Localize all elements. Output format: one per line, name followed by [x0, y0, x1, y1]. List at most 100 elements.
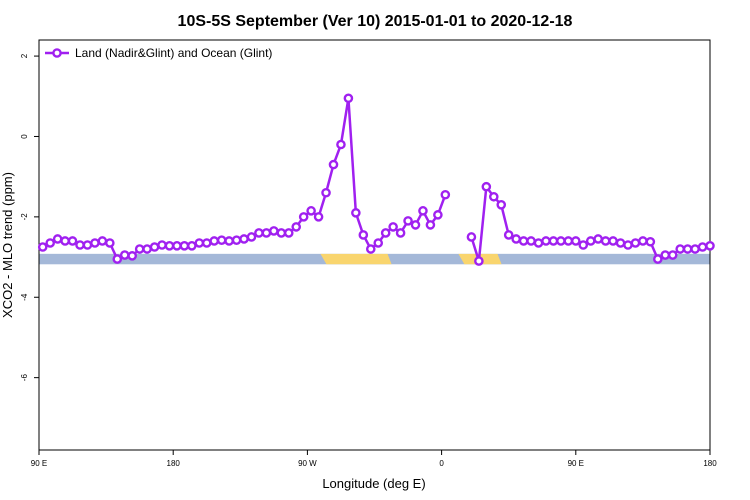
data-point: [67, 236, 78, 246]
data-point: [119, 250, 130, 260]
data-point: [526, 236, 536, 246]
data-point: [395, 228, 406, 238]
data-point: [466, 232, 477, 242]
data-point: [321, 187, 331, 198]
data-point: [682, 244, 693, 254]
data-point: [645, 236, 656, 247]
data-point: [216, 235, 227, 245]
x-tick-label-4: 90 E: [568, 459, 584, 468]
data-point: [276, 228, 287, 238]
data-point: [623, 240, 633, 250]
data-point: [291, 222, 302, 232]
data-point: [388, 222, 398, 232]
data-point: [90, 238, 100, 248]
data-point: [503, 230, 514, 240]
data-point: [433, 210, 443, 220]
data-point: [410, 220, 421, 230]
data-point: [105, 238, 115, 248]
data-point: [343, 93, 354, 104]
data-point: [45, 238, 55, 248]
data-point: [608, 236, 618, 246]
data-point: [351, 208, 361, 218]
data-point: [578, 240, 589, 250]
surface-band-land-0: [320, 253, 392, 265]
data-point: [97, 236, 108, 246]
data-point: [593, 234, 603, 244]
data-point: [474, 256, 484, 266]
y-axis-title: XCO2 - MLO trend (ppm): [0, 172, 15, 318]
data-point: [705, 241, 715, 251]
x-tick-label-2: 90 W: [298, 459, 317, 468]
x-tick-label-3: 0: [439, 459, 444, 468]
data-point: [563, 236, 574, 246]
data-point: [600, 236, 611, 246]
legend: Land (Nadir&Glint) and Ocean (Glint): [45, 46, 272, 60]
data-point: [585, 236, 596, 246]
chart-title: 10S-5S September (Ver 10) 2015-01-01 to …: [178, 13, 573, 30]
data-point: [365, 244, 376, 254]
data-point: [231, 235, 242, 245]
data-point: [511, 234, 521, 244]
data-point: [373, 238, 384, 248]
data-point: [209, 236, 220, 246]
y-tick-label-4: -6: [20, 374, 29, 382]
data-point: [418, 206, 428, 216]
data-point: [380, 228, 391, 238]
data-point: [358, 230, 369, 240]
y-tick-label-0: 2: [20, 53, 29, 58]
data-point: [134, 244, 145, 254]
data-point: [60, 236, 70, 246]
series-line-0-1: [470, 185, 711, 263]
data-point: [52, 234, 63, 244]
data-point: [82, 240, 93, 250]
data-point: [224, 236, 234, 246]
data-point: [548, 236, 559, 246]
data-point: [187, 241, 197, 251]
data-point: [518, 236, 529, 246]
data-point: [675, 244, 685, 254]
data-point: [660, 250, 671, 260]
plot-area: 90 E 180 90 W 0 90 E 180 2 0 -2 -4 -6: [20, 39, 717, 468]
x-axis-title: Longitude (deg E): [322, 476, 425, 491]
legend-label-0: Land (Nadir&Glint) and Ocean (Glint): [75, 46, 272, 60]
data-point: [403, 216, 413, 226]
data-point: [149, 242, 160, 252]
data-point: [172, 241, 182, 251]
data-point: [336, 139, 346, 150]
data-point: [112, 254, 123, 264]
data-point: [425, 220, 436, 230]
data-point: [667, 250, 678, 260]
x-tick-label-0: 90 E: [31, 459, 47, 468]
data-point: [164, 241, 175, 251]
data-point: [638, 236, 648, 246]
data-point: [127, 251, 137, 261]
data-point: [194, 238, 205, 248]
data-point: [440, 189, 451, 200]
x-tick-label-5: 180: [703, 459, 717, 468]
y-tick-label-2: -2: [20, 213, 29, 221]
data-point: [313, 212, 324, 222]
data-point: [261, 228, 272, 238]
data-point: [298, 212, 309, 222]
data-point: [630, 238, 641, 248]
y-tick-label-1: 0: [20, 134, 29, 139]
x-tick-label-1: 180: [167, 459, 181, 468]
data-point: [690, 244, 700, 254]
data-point: [481, 181, 492, 192]
data-point: [653, 254, 663, 264]
legend-marker-0: [52, 48, 62, 58]
data-point: [157, 240, 167, 250]
data-point: [37, 242, 48, 252]
data-point: [179, 241, 190, 251]
data-point: [142, 244, 152, 254]
data-point: [541, 236, 551, 246]
data-point: [571, 236, 581, 246]
data-point: [201, 238, 212, 248]
data-point: [615, 238, 626, 248]
data-point: [269, 226, 279, 236]
data-point: [254, 228, 264, 238]
data-point: [75, 240, 85, 250]
data-point: [306, 206, 316, 216]
data-point: [496, 200, 507, 210]
